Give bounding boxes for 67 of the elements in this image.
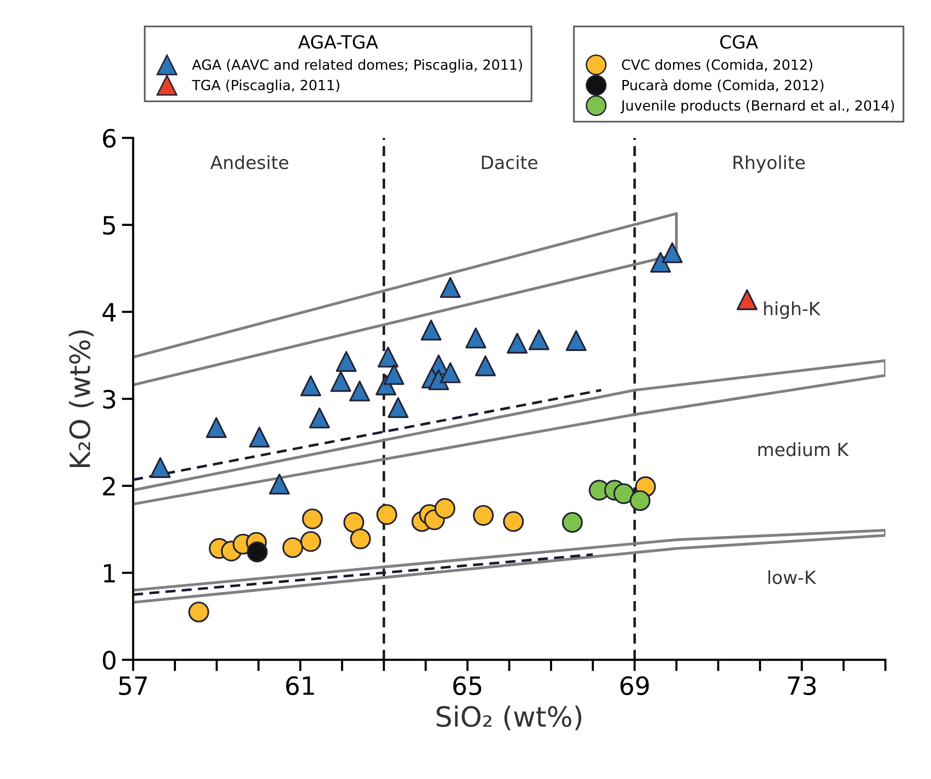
point [613,483,634,504]
y-tick-label: 1 [104,564,115,582]
point [302,508,323,530]
point [343,512,364,533]
y-axis-title: K₂O (wt%) [68,330,94,467]
line-series [133,359,886,506]
point [503,511,524,532]
point [376,504,398,525]
legend-label: Pucarà dome (Comida, 2012) [622,79,824,92]
point [475,355,496,376]
legend-label: TGA (Piscaglia, 2011) [192,80,340,93]
line-series [133,528,886,604]
annotation: medium K [758,442,849,456]
point [506,332,528,354]
point [472,505,494,526]
point [650,252,671,273]
x-tick-label: 69 [620,676,649,696]
point [309,408,330,428]
annotation: Rhyolite [734,155,805,173]
x-tick-label: 65 [453,676,482,696]
point [566,330,587,351]
point [150,457,171,478]
point [246,542,268,562]
point [248,426,270,448]
point [350,528,371,550]
legend-label: AGA (AAVC and related domes; Piscaglia, 2011) [192,59,522,73]
point [300,375,322,396]
y-tick-label: 6 [103,128,116,148]
point [384,364,404,385]
point [378,346,398,368]
y-tick-label: 2 [103,476,115,496]
point [630,490,650,512]
point [206,417,227,438]
point [465,328,486,348]
legend-label: CVC domes (Comida, 2012) [622,59,812,72]
point [300,531,322,552]
point [562,512,583,533]
point [736,289,758,310]
x-tick-label: 57 [119,676,147,696]
point [336,351,357,372]
y-tick-label: 5 [103,216,115,235]
annotation: Andesite [210,155,288,170]
point [428,369,450,390]
point [420,320,442,341]
point [440,362,461,384]
text: AGA-TGA [298,35,378,49]
point [282,537,304,558]
point [434,498,456,519]
point [188,602,210,622]
y-tick-label: 4 [102,303,116,322]
y-tick-label: 3 [103,390,116,409]
legend-label: Juvenile products (Bernard et al., 2014) [620,100,894,114]
point [330,371,352,392]
point [440,277,461,298]
annotation: high-K [764,301,821,319]
point [268,474,290,495]
point [528,329,550,350]
point [662,242,683,264]
point [388,397,408,418]
annotation: low-K [768,570,816,584]
y-tick-label: 0 [102,650,116,670]
x-tick-label: 61 [286,676,314,696]
text: CGA [720,35,758,49]
annotation: Dacite [482,155,538,170]
x-tick-label: 73 [788,676,816,696]
x-axis-title: SiO₂ (wt%) [436,706,582,730]
point [349,380,370,402]
